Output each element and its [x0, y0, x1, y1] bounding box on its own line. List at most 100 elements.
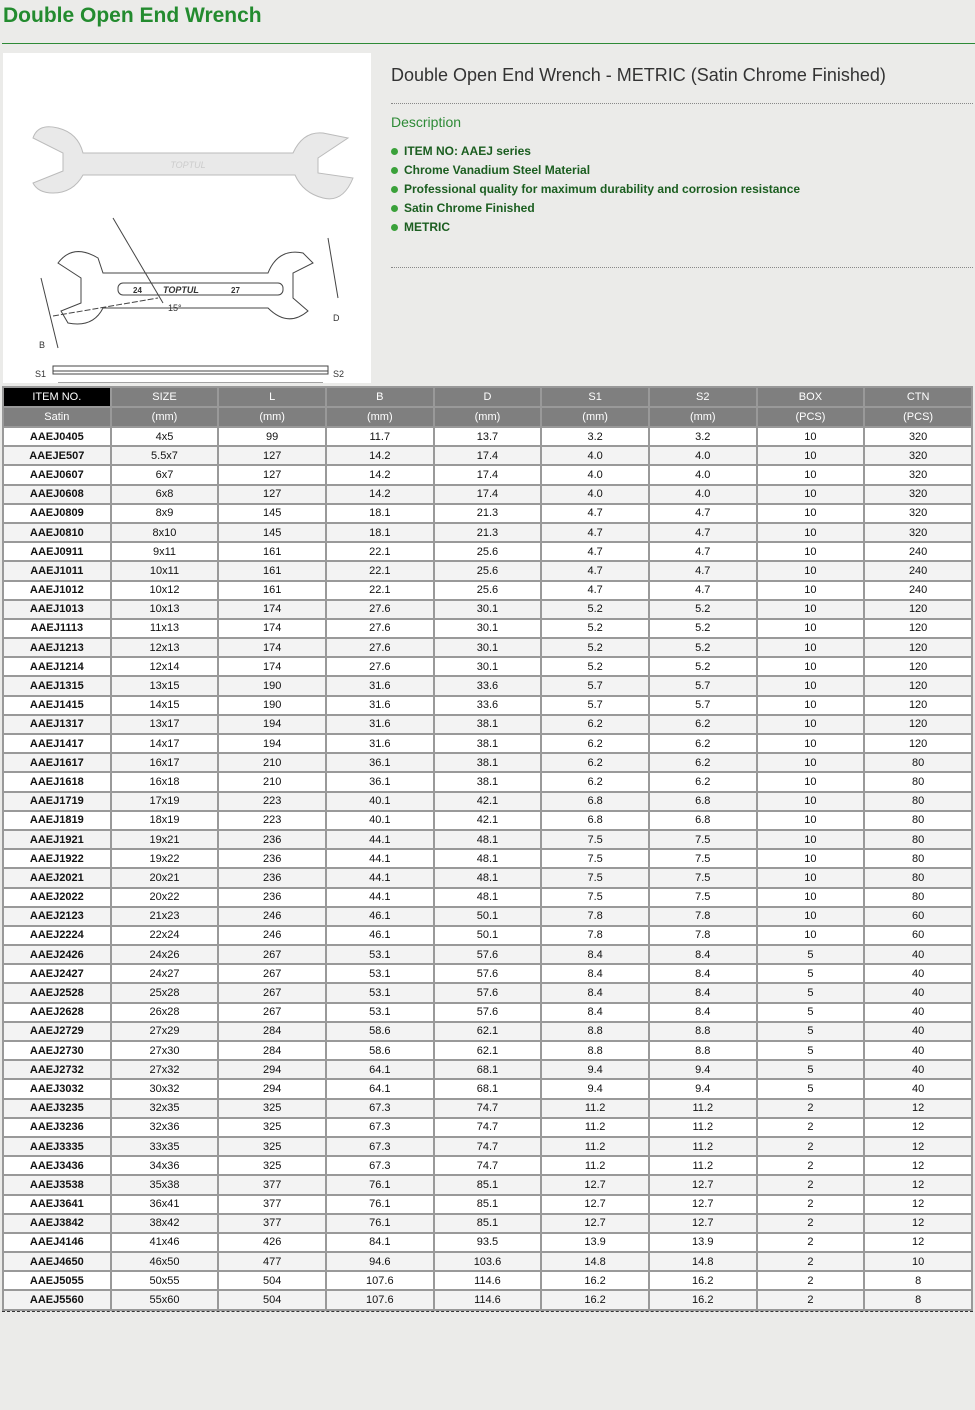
table-cell: 67.3	[324, 1097, 435, 1119]
table-cell: 18.1	[324, 521, 435, 544]
table-cell: 284	[217, 1039, 327, 1062]
table-cell: 8.8	[647, 1020, 758, 1043]
table-cell: 3.2	[647, 425, 758, 448]
table-row: AAEJ2730 27x30 284 58.6 62.1 8.8 8.8 5 40	[2, 1039, 973, 1062]
table-cell: 107.6	[324, 1270, 435, 1292]
table-cell: 12.7	[647, 1174, 758, 1196]
table-cell: 40	[863, 1078, 973, 1100]
table-cell: 35x38	[109, 1174, 220, 1196]
table-cell: 7.8	[647, 924, 758, 947]
table-cell: 21.3	[432, 521, 543, 544]
table-cell: 320	[863, 464, 973, 486]
table-cell: 2	[755, 1097, 866, 1119]
item-number-cell: AAEJ2021	[2, 867, 112, 889]
table-cell: 325	[217, 1135, 327, 1158]
table-cell: 10	[755, 502, 866, 524]
table-cell: 120	[863, 598, 973, 620]
table-cell: 10	[755, 521, 866, 544]
table-cell: 107.6	[324, 1289, 435, 1311]
table-cell: 10	[755, 886, 866, 908]
item-number-cell: AAEJ1317	[2, 713, 112, 736]
table-cell: 16.2	[540, 1270, 650, 1292]
table-cell: 74.7	[432, 1135, 543, 1158]
column-header: ITEM NO.	[2, 386, 112, 408]
page-title: Double Open End Wrench	[3, 4, 262, 27]
spec-table: ITEM NO. SIZE L B D S1 S2 BOX CTN Satin (mm) (mm) (m…	[2, 386, 973, 1311]
table-cell: 236	[217, 867, 327, 889]
table-cell: 41x46	[109, 1231, 220, 1254]
table-cell: 190	[217, 675, 327, 697]
table-cell: 25.6	[432, 579, 543, 601]
table-cell: 10	[755, 675, 866, 697]
table-cell: 120	[863, 637, 973, 659]
table-cell: 50.1	[432, 905, 543, 927]
table-cell: 236	[217, 886, 327, 908]
item-number-cell: AAEJE507	[2, 445, 112, 467]
item-number-cell: AAEJ1012	[2, 579, 112, 601]
item-number-cell: AAEJ3436	[2, 1155, 112, 1177]
table-cell: 320	[863, 425, 973, 448]
table-cell: 38.1	[432, 771, 543, 793]
item-number-cell: AAEJ1819	[2, 809, 112, 831]
table-cell: 4.0	[540, 445, 650, 467]
table-cell: 68.1	[432, 1059, 543, 1081]
table-cell: 16.2	[647, 1270, 758, 1292]
table-cell: 99	[217, 425, 327, 448]
table-cell: 7.5	[540, 828, 650, 851]
table-cell: 44.1	[324, 886, 435, 908]
table-cell: 36x41	[109, 1193, 220, 1215]
table-cell: 5.2	[647, 656, 758, 678]
item-number-cell: AAEJ0608	[2, 483, 112, 505]
table-cell: 7.5	[647, 886, 758, 908]
table-cell: 6.2	[540, 732, 650, 755]
table-cell: 7.5	[647, 867, 758, 889]
item-number-cell: AAEJ2426	[2, 944, 112, 966]
table-cell: 44.1	[324, 848, 435, 870]
column-header: CTN	[863, 386, 973, 408]
table-cell: 48.1	[432, 867, 543, 889]
table-cell: 174	[217, 637, 327, 659]
table-cell: 14.2	[324, 464, 435, 486]
divider	[391, 267, 973, 268]
table-cell: 5.2	[540, 637, 650, 659]
item-number-cell: AAEJ3335	[2, 1135, 112, 1158]
table-cell: 10	[863, 1251, 973, 1273]
table-cell: 174	[217, 617, 327, 640]
table-cell: 2	[755, 1193, 866, 1215]
item-number-cell: AAEJ2732	[2, 1059, 112, 1081]
table-cell: 16x18	[109, 771, 220, 793]
table-cell: 8.8	[647, 1039, 758, 1062]
table-row: AAEJ3842 38x42 377 76.1 85.1 12.7 12.7 2 12	[2, 1212, 973, 1234]
table-cell: 161	[217, 541, 327, 563]
table-cell: 21x23	[109, 905, 220, 927]
table-row: AAEJ1013 10x13 174 27.6 30.1 5.2 5.2 10 120	[2, 598, 973, 620]
table-cell: 114.6	[432, 1289, 543, 1311]
table-cell: 36.1	[324, 771, 435, 793]
table-cell: 14.2	[324, 483, 435, 505]
table-cell: 10	[755, 425, 866, 448]
table-cell: 6.8	[540, 809, 650, 831]
table-row: AAEJ5055 50x55 504 107.6 114.6 16.2 16.2 2 8	[2, 1270, 973, 1292]
table-row: AAEJ1012 10x12 161 22.1 25.6 4.7 4.7 10 240	[2, 579, 973, 601]
table-cell: 68.1	[432, 1078, 543, 1100]
table-cell: 12.7	[540, 1174, 650, 1196]
table-cell: 57.6	[432, 944, 543, 966]
table-row: AAEJ3236 32x36 325 67.3 74.7 11.2 11.2 2 12	[2, 1116, 973, 1138]
table-cell: 11.2	[647, 1155, 758, 1177]
table-cell: 7.5	[540, 848, 650, 870]
table-row: AAEJ5560 55x60 504 107.6 114.6 16.2 16.2 2 8	[2, 1289, 973, 1311]
table-cell: 8x9	[109, 502, 220, 524]
table-row: AAEJ1921 19x21 236 44.1 48.1 7.5 7.5 10 80	[2, 828, 973, 851]
table-cell: 20x22	[109, 886, 220, 908]
table-cell: 8.8	[540, 1020, 650, 1043]
column-header: S2	[647, 386, 758, 408]
table-cell: 22x24	[109, 924, 220, 947]
table-row: AAEJ0809 8x9 145 18.1 21.3 4.7 4.7 10 320	[2, 502, 973, 524]
table-cell: 4.7	[540, 502, 650, 524]
table-cell: 30.1	[432, 598, 543, 620]
table-cell: 80	[863, 809, 973, 831]
table-row: AAEJ3032 30x32 294 64.1 68.1 9.4 9.4 5 40	[2, 1078, 973, 1100]
table-cell: 320	[863, 445, 973, 467]
table-cell: 53.1	[324, 944, 435, 966]
table-cell: 48.1	[432, 848, 543, 870]
